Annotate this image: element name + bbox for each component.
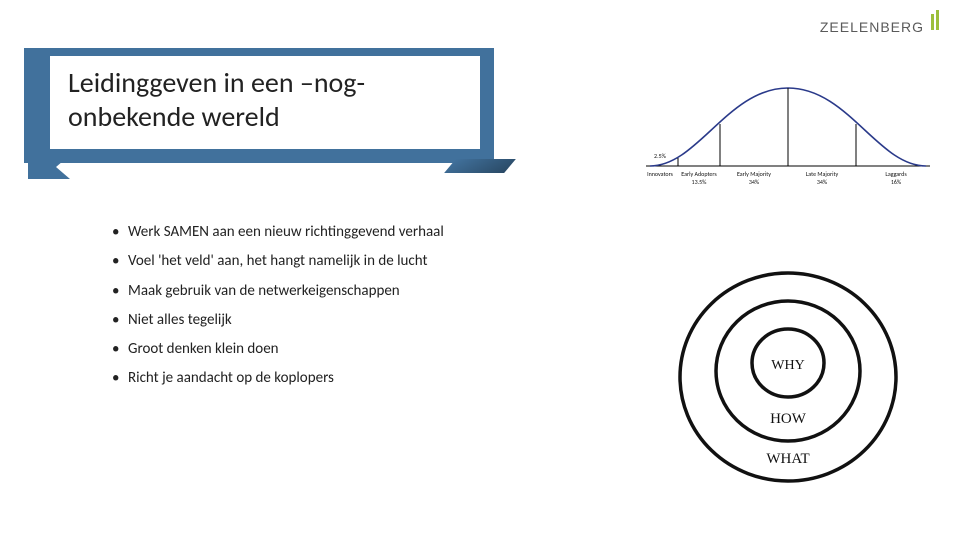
list-item: Maak gebruik van de netwerkeigenschappen [112,281,444,301]
list-item: Voel 'het veld' aan, het hangt namelijk … [112,251,444,271]
curve-seg-2-bot: 34% [749,178,760,186]
list-item: Groot denken klein doen [112,339,444,359]
bullet-list: Werk SAMEN aan een nieuw richtinggevend … [112,222,444,398]
page-title: Leidinggeven in een –nog- onbekende were… [68,66,462,133]
list-item: Werk SAMEN aan een nieuw richtinggevend … [112,222,444,242]
title-ribbon-bg: Leidinggeven in een –nog- onbekende were… [24,48,494,163]
brand-logo-mark-icon [928,10,942,35]
title-block: Leidinggeven in een –nog- onbekende were… [24,48,494,163]
ribbon-tail-icon [28,155,88,185]
curve-seg-0-bot: Innovators [647,170,673,178]
label-why: WHY [771,358,804,373]
curve-seg-2-top: Early Majority [737,170,771,178]
curve-seg-0-top: 2.5% [654,152,667,160]
curve-seg-3-bot: 34% [817,178,828,186]
label-what: WHAT [766,451,809,467]
slide-root: ZEELENBERG Leidinggeven in een –nog- onb… [0,0,960,540]
adoption-curve-figure: 2.5% Innovators Early Adopters 13.5% Ear… [638,80,938,195]
brand-logo: ZEELENBERG [820,10,942,35]
curve-seg-1-top: Early Adopters [681,170,717,178]
curve-seg-3-top: Late Majority [806,170,839,178]
curve-seg-4-top: Laggards [885,170,907,178]
brand-logo-text: ZEELENBERG [820,19,924,35]
curve-seg-1-bot: 13.5% [692,178,708,186]
list-item: Richt je aandacht op de koplopers [112,368,444,388]
label-how: HOW [770,411,807,427]
golden-circle-figure: WHY HOW WHAT [668,261,908,506]
ring-what [680,273,896,481]
title-white-panel: Leidinggeven in een –nog- onbekende were… [50,56,480,149]
curve-seg-4-bot: 16% [891,178,902,186]
list-item: Niet alles tegelijk [112,310,444,330]
